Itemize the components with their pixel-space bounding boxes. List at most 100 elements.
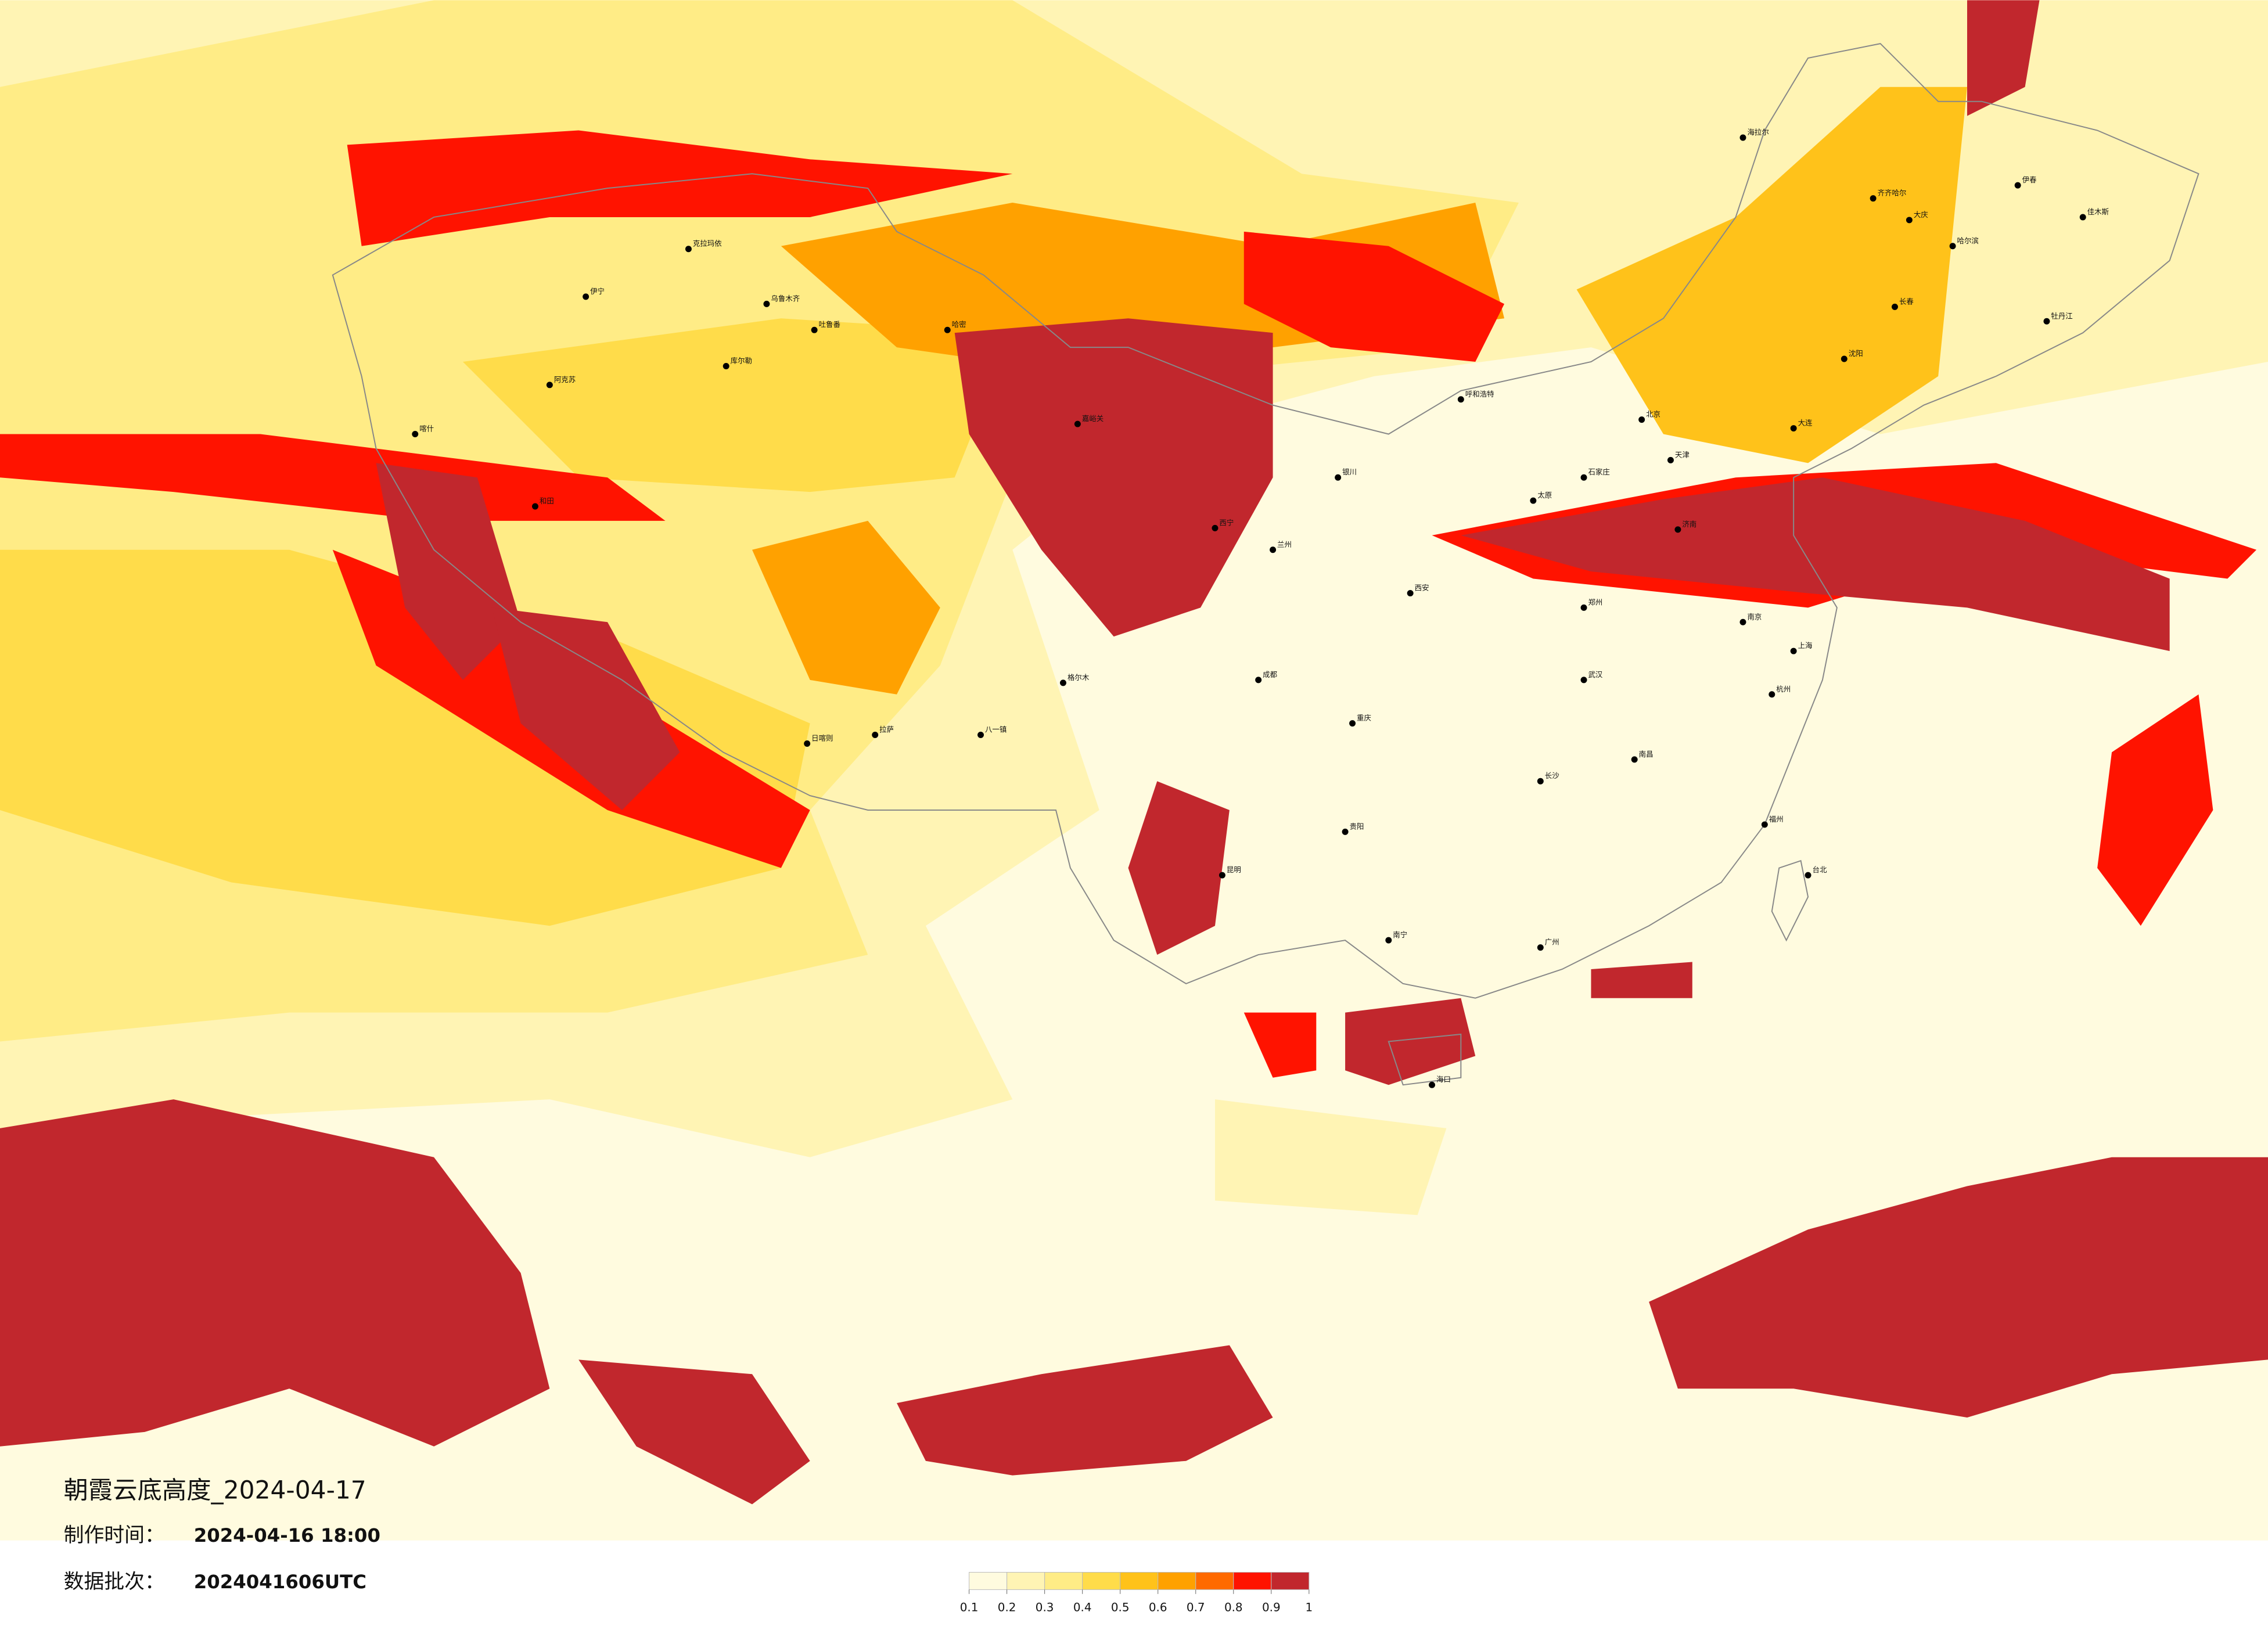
city-label: 和田 xyxy=(540,497,554,505)
city-dot xyxy=(583,293,590,300)
city-dot xyxy=(723,362,729,369)
cloud-area xyxy=(1461,477,2170,652)
city-label: 吐鲁番 xyxy=(819,320,841,329)
cloud-area xyxy=(1591,962,1692,998)
city-label: 沈阳 xyxy=(1849,349,1863,358)
city-label: 日喀则 xyxy=(811,733,833,742)
colorbar-swatch xyxy=(1233,1571,1272,1590)
colorbar-tick-label: 0.3 xyxy=(1036,1601,1054,1614)
city-dot xyxy=(1805,872,1811,879)
city-dot xyxy=(1580,677,1587,684)
cloud-area xyxy=(1243,1012,1317,1078)
city-dot xyxy=(1739,134,1746,141)
cloud-area xyxy=(1243,231,1505,362)
city-dot xyxy=(1769,691,1775,698)
colorbar-swatch xyxy=(1195,1571,1234,1590)
city-dot xyxy=(1255,677,1262,684)
city-label: 格尔木 xyxy=(1067,673,1090,682)
made-time: 2024-04-16 18:00 xyxy=(194,1524,380,1546)
colorbar-swatch xyxy=(1007,1571,1045,1590)
city-dot xyxy=(1537,778,1544,785)
info-block: 朝霞云底高度_2024-04-17 制作时间： 2024-04-16 18:00… xyxy=(64,1476,380,1593)
city-label: 南京 xyxy=(1747,612,1762,621)
city-label: 广州 xyxy=(1545,938,1559,947)
city-label: 喀什 xyxy=(419,425,434,433)
city-label: 天津 xyxy=(1675,450,1690,459)
cloud-area xyxy=(491,607,680,811)
city-label: 牡丹江 xyxy=(2051,311,2072,320)
city-label: 成都 xyxy=(1263,670,1277,679)
batch-label: 数据批次： xyxy=(64,1570,165,1593)
cloud-area xyxy=(752,520,940,695)
city-dot xyxy=(1674,526,1681,533)
city-label: 齐齐哈尔 xyxy=(1878,189,1907,197)
city-dot xyxy=(1270,546,1277,553)
cloud-area xyxy=(578,1359,810,1505)
city-label: 嘉峪关 xyxy=(1082,414,1104,423)
city-label: 杭州 xyxy=(1776,685,1791,693)
cloud-area xyxy=(1128,781,1230,955)
city-label: 伊春 xyxy=(2022,175,2037,184)
city-label: 海口 xyxy=(1436,1075,1451,1084)
city-dot xyxy=(531,503,538,510)
colorbar-swatch xyxy=(1158,1571,1196,1590)
city-label: 克拉玛依 xyxy=(693,239,722,248)
city-label: 郑州 xyxy=(1588,598,1602,606)
city-dot xyxy=(1212,524,1219,531)
city-label: 武汉 xyxy=(1588,670,1602,679)
city-dot xyxy=(685,246,692,253)
city-dot xyxy=(977,732,984,738)
cloud-area xyxy=(1576,87,1967,463)
city-label: 重庆 xyxy=(1357,714,1371,722)
colorbar-tick-label: 0.7 xyxy=(1187,1601,1205,1614)
colorbar-swatch xyxy=(969,1571,1008,1590)
country-border xyxy=(332,43,2199,999)
cloud-area xyxy=(2097,694,2213,926)
city-dot xyxy=(412,431,419,437)
cloud-area xyxy=(0,1099,550,1447)
city-dot xyxy=(2014,182,2021,189)
city-label: 乌鲁木齐 xyxy=(771,294,800,303)
city-dot xyxy=(1349,720,1356,727)
city-dot xyxy=(1667,456,1674,463)
city-label: 石家庄 xyxy=(1588,467,1609,476)
city-label: 佳木斯 xyxy=(2087,207,2109,216)
city-label: 太原 xyxy=(1537,491,1552,499)
city-dot xyxy=(1631,756,1638,763)
colorbar-tick-label: 0.2 xyxy=(998,1601,1016,1614)
city-dot xyxy=(2079,214,2086,221)
city-dot xyxy=(1906,217,1913,224)
map-title: 朝霞云底高度_2024-04-17 xyxy=(64,1476,366,1504)
colorbar-tick-label: 1 xyxy=(1306,1601,1313,1614)
cloud-area xyxy=(462,318,1013,492)
city-label: 台北 xyxy=(1813,865,1827,874)
colorbar-tick-label: 0.6 xyxy=(1149,1601,1167,1614)
colorbar-tick-label: 0.9 xyxy=(1262,1601,1281,1614)
city-dot xyxy=(1457,396,1464,403)
city-dot xyxy=(1342,828,1349,835)
city-label: 哈尔滨 xyxy=(1957,236,1979,245)
city-label: 哈密 xyxy=(952,320,966,329)
cloud-area xyxy=(347,130,1013,246)
city-dot xyxy=(1891,303,1898,310)
city-label: 济南 xyxy=(1682,520,1696,528)
city-label: 大庆 xyxy=(1914,210,1928,219)
city-dot xyxy=(1530,497,1537,504)
city-dot xyxy=(1429,1081,1436,1088)
city-dot xyxy=(1537,944,1544,951)
city-label: 伊宁 xyxy=(590,287,605,296)
city-dot xyxy=(804,740,811,747)
city-label: 阿克苏 xyxy=(554,375,576,384)
city-dot xyxy=(1385,937,1392,944)
city-label: 南宁 xyxy=(1393,930,1407,939)
colorbar-swatch xyxy=(1120,1571,1159,1590)
cloud-area xyxy=(0,434,666,521)
city-label: 西安 xyxy=(1415,583,1429,592)
island-border xyxy=(1388,1033,1462,1086)
cloud-area xyxy=(897,1345,1273,1476)
city-label: 昆明 xyxy=(1227,865,1241,874)
made-label: 制作时间： xyxy=(64,1524,165,1547)
city-label: 北京 xyxy=(1646,410,1660,419)
cloud-area xyxy=(1214,1099,1447,1215)
